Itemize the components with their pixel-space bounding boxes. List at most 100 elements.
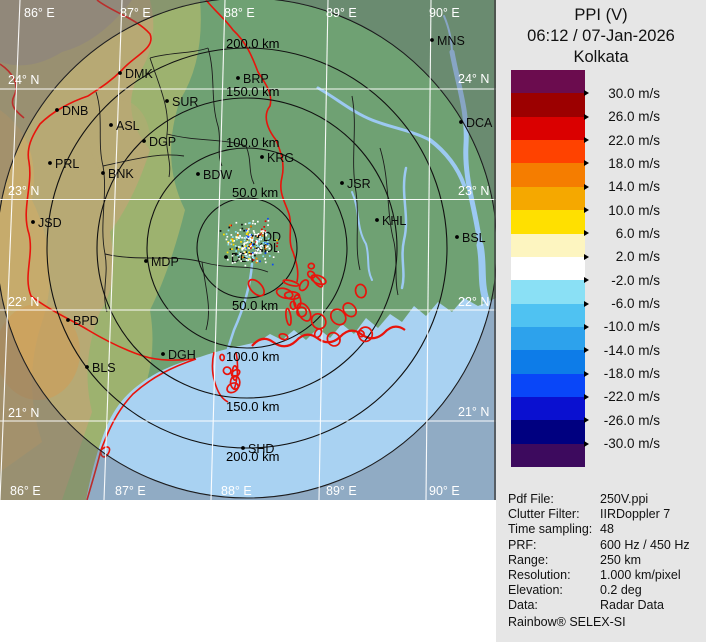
graticule-label: 21° N: [458, 405, 489, 419]
range-ring-label: 100.0 km: [226, 135, 279, 150]
radar-echo-pixel: [227, 241, 230, 244]
radar-echo-pixel: [267, 240, 269, 243]
colorbar-label-row: -14.0 m/s: [584, 342, 660, 358]
graticule: [0, 0, 496, 501]
graticule-label: 87° E: [115, 484, 146, 498]
radar-echo-pixel: [237, 232, 239, 234]
radar-echo-pixel: [267, 243, 270, 246]
colorbar-band-7: [511, 233, 585, 257]
colorbar-value-label: -2.0 m/s: [611, 272, 660, 288]
city-label-bls: BLS: [92, 361, 116, 375]
city-dot: [430, 38, 434, 42]
radar-echo-pixel: [251, 237, 253, 239]
radar-echo-pixel: [231, 248, 233, 250]
delta-island-outline: [296, 302, 312, 322]
colorbar-band-8: [511, 256, 585, 281]
radar-echo-pixel: [229, 248, 232, 251]
radar-echo-pixel: [245, 252, 248, 254]
delta-island-outline: [310, 312, 327, 330]
radar-echo-pixel: [251, 263, 253, 265]
radar-echo-pixel: [241, 248, 244, 251]
radar-echo-pixel: [261, 234, 264, 237]
radar-echo-pixel: [236, 247, 239, 250]
radar-echo-pixel: [257, 249, 260, 251]
radar-echo-pixel: [232, 243, 235, 246]
radar-echo-pixel: [238, 252, 241, 254]
radar-echo-pixel: [247, 231, 249, 233]
radar-echo-pixel: [223, 233, 225, 236]
radar-echo-pixel: [254, 246, 257, 249]
metadata-value: 0.2 deg: [600, 583, 642, 598]
range-ring-label: 150.0 km: [226, 399, 279, 414]
tick-arrow-icon: [584, 183, 589, 190]
graticule-label: 21° N: [8, 406, 39, 420]
metadata-label: Pdf File:: [508, 492, 554, 506]
radar-echo-pixel: [277, 251, 280, 253]
radar-echo-pixel: [238, 253, 241, 256]
colorbar-value-label: 6.0 m/s: [615, 225, 660, 241]
city-dot: [31, 220, 35, 224]
radar-echo-pixel: [252, 247, 254, 249]
radar-echo-pixel: [248, 258, 250, 260]
radar-echo-pixel: [226, 251, 229, 254]
radar-echo-pixel: [258, 252, 260, 254]
delta-island-outline: [298, 279, 310, 292]
radar-echo-pixel: [250, 235, 252, 238]
colorbar-label-row: 18.0 m/s: [584, 155, 660, 171]
city-label-brp: BRP: [243, 72, 269, 86]
radar-echo-pixel: [258, 240, 260, 243]
radar-echo-pixel: [234, 261, 236, 264]
radar-echo-pixel: [266, 243, 269, 245]
radar-echo-pixel: [236, 234, 239, 236]
sundarbans-delta-outlines: [219, 262, 374, 394]
metadata-grid: Pdf File: 250V.ppi Clutter Filter: IIRDoppl…: [508, 492, 700, 614]
range-ring-labels: 200.0 km 150.0 km 100.0 km 50.0 km 50.0 km 10…: [226, 36, 279, 464]
colorbar-band-6: [511, 210, 585, 234]
radar-echo-pixel: [247, 237, 250, 240]
radar-echo-pixel: [247, 228, 250, 230]
radar-echo-pixel: [240, 252, 242, 255]
radar-echo-pixel: [255, 245, 258, 248]
city-dot: [260, 155, 264, 159]
radar-echo-pixel: [245, 229, 248, 232]
radar-echo-pixel: [245, 258, 248, 261]
radar-echo-pixel: [264, 252, 267, 255]
radar-echo-pixel: [234, 252, 237, 255]
graticule-label: 86° E: [10, 484, 41, 498]
radar-echo-pixel: [246, 238, 249, 240]
radar-echo-pixel: [266, 250, 268, 253]
radar-echo-pixel: [261, 228, 263, 231]
radar-echo-pixel: [242, 252, 245, 254]
tick-arrow-icon: [584, 347, 589, 354]
graticule-labels: 24° N 24° N 23° N 23° N 22° N 22° N 21° N 21° N…: [8, 6, 489, 498]
radar-echo-pixel: [255, 251, 257, 254]
delta-island-outline: [229, 374, 241, 390]
tick-arrow-icon: [584, 393, 589, 400]
radar-echo-pixel: [243, 229, 245, 232]
info-panel: PPI (V) 06:12 / 07-Jan-2026 Kolkata 30.0…: [496, 0, 706, 642]
radar-echo-pixel: [248, 236, 251, 239]
delta-island-outline: [329, 308, 347, 326]
colorbar-value-label: 18.0 m/s: [608, 155, 660, 171]
tick-arrow-icon: [584, 440, 589, 447]
radar-echo-pixel: [260, 231, 263, 234]
colorbar-band-12: [511, 350, 585, 374]
tick-arrow-icon: [584, 277, 589, 284]
radar-echo-pixel: [250, 244, 253, 247]
radar-echo-pixel: [258, 238, 261, 240]
radar-echo-pixel: [227, 229, 230, 232]
colorbar-band-0: [511, 70, 585, 94]
radar-echo-pixel: [235, 250, 237, 252]
radar-echo-pixel: [253, 231, 256, 234]
city-dot: [241, 446, 245, 450]
graticule-label: 89° E: [326, 6, 357, 20]
graticule-label: 89° E: [326, 484, 357, 498]
metadata-value: 250 km: [600, 552, 641, 567]
radar-echo-pixel: [244, 245, 247, 248]
colorbar-label-row: 2.0 m/s: [584, 249, 660, 265]
city-label-mns: MNS: [437, 34, 465, 48]
metadata-value: 1.000 km/pixel: [600, 568, 681, 583]
radar-echo-pixel: [262, 232, 264, 234]
colorbar-value-label: -14.0 m/s: [603, 342, 660, 358]
